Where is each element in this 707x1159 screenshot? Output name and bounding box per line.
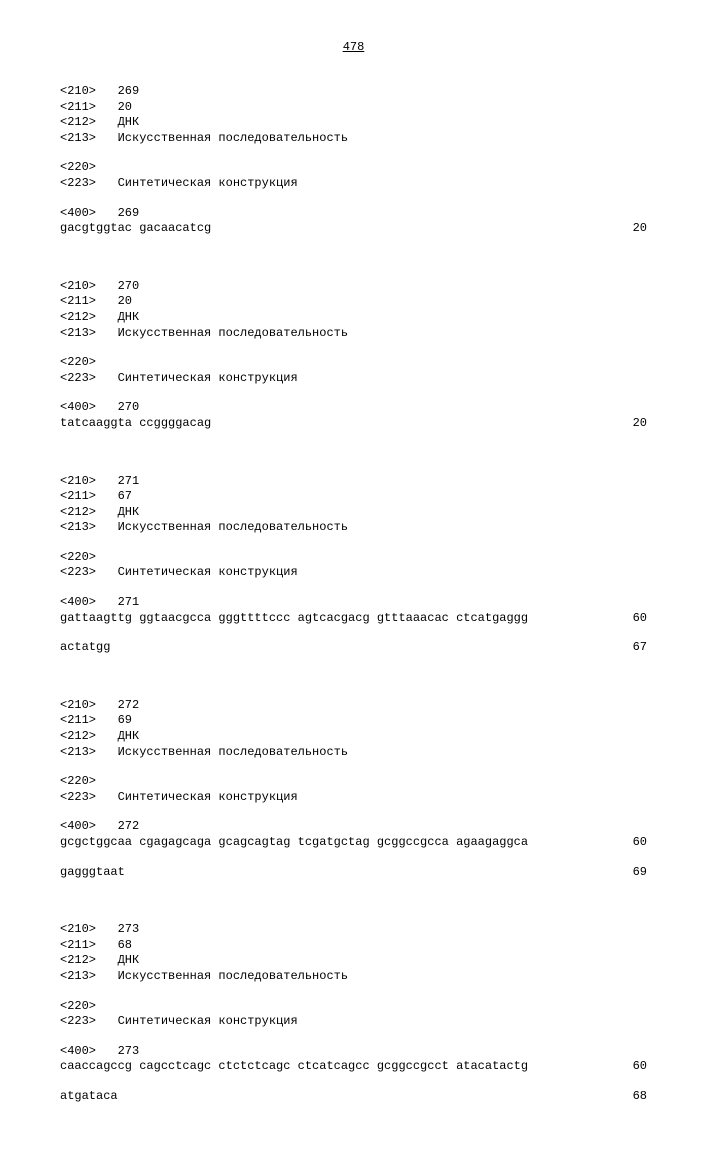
spacer bbox=[60, 251, 647, 279]
sequence-text: atgataca bbox=[60, 1089, 118, 1105]
sequence-count: 20 bbox=[613, 221, 647, 237]
tag-line: <212> ДНК bbox=[60, 729, 647, 745]
sequence-line: gagggtaat 69 bbox=[60, 865, 647, 881]
tag-line: <220> bbox=[60, 999, 647, 1015]
spacer bbox=[60, 446, 647, 474]
sequence-count: 69 bbox=[613, 865, 647, 881]
sequence-listing: <210> 269<211> 20<212> ДНК<213> Искусств… bbox=[60, 84, 647, 1105]
sequence-text: tatcaaggta ccggggacag bbox=[60, 416, 211, 432]
spacer bbox=[60, 146, 647, 160]
sequence-line: gattaagttg ggtaacgcca gggttttccc agtcacg… bbox=[60, 611, 647, 627]
tag-line: <213> Искусственная последовательность bbox=[60, 745, 647, 761]
sequence-text: caaccagccg cagcctcagc ctctctcagc ctcatca… bbox=[60, 1059, 528, 1075]
spacer bbox=[60, 1030, 647, 1044]
spacer bbox=[60, 851, 647, 865]
spacer bbox=[60, 626, 647, 640]
sequence-count: 60 bbox=[613, 611, 647, 627]
tag-line: <223> Синтетическая конструкция bbox=[60, 1014, 647, 1030]
tag-line: <400> 269 bbox=[60, 206, 647, 222]
sequence-count: 60 bbox=[613, 1059, 647, 1075]
tag-line: <212> ДНК bbox=[60, 310, 647, 326]
sequence-line: caaccagccg cagcctcagc ctctctcagc ctcatca… bbox=[60, 1059, 647, 1075]
sequence-line: tatcaaggta ccggggacag 20 bbox=[60, 416, 647, 432]
spacer bbox=[60, 670, 647, 698]
sequence-text: actatgg bbox=[60, 640, 110, 656]
tag-line: <212> ДНК bbox=[60, 115, 647, 131]
sequence-entry: <210> 271<211> 67<212> ДНК<213> Искусств… bbox=[60, 474, 647, 656]
tag-line: <210> 270 bbox=[60, 279, 647, 295]
sequence-entry: <210> 272<211> 69<212> ДНК<213> Искусств… bbox=[60, 698, 647, 880]
sequence-text: gacgtggtac gacaacatcg bbox=[60, 221, 211, 237]
sequence-text: gagggtaat bbox=[60, 865, 125, 881]
tag-line: <212> ДНК bbox=[60, 505, 647, 521]
spacer bbox=[60, 341, 647, 355]
sequence-text: gattaagttg ggtaacgcca gggttttccc agtcacg… bbox=[60, 611, 528, 627]
tag-line: <210> 269 bbox=[60, 84, 647, 100]
sequence-count: 20 bbox=[613, 416, 647, 432]
spacer bbox=[60, 581, 647, 595]
sequence-line: atgataca 68 bbox=[60, 1089, 647, 1105]
tag-line: <213> Искусственная последовательность bbox=[60, 131, 647, 147]
sequence-line: gcgctggcaa cgagagcaga gcagcagtag tcgatgc… bbox=[60, 835, 647, 851]
tag-line: <210> 271 bbox=[60, 474, 647, 490]
tag-line: <213> Искусственная последовательность bbox=[60, 326, 647, 342]
tag-line: <400> 271 bbox=[60, 595, 647, 611]
sequence-count: 68 bbox=[613, 1089, 647, 1105]
tag-line: <213> Искусственная последовательность bbox=[60, 969, 647, 985]
tag-line: <210> 272 bbox=[60, 698, 647, 714]
tag-line: <223> Синтетическая конструкция bbox=[60, 790, 647, 806]
tag-line: <212> ДНК bbox=[60, 953, 647, 969]
spacer bbox=[60, 985, 647, 999]
tag-line: <211> 67 bbox=[60, 489, 647, 505]
sequence-line: actatgg 67 bbox=[60, 640, 647, 656]
tag-line: <213> Искусственная последовательность bbox=[60, 520, 647, 536]
tag-line: <220> bbox=[60, 774, 647, 790]
spacer bbox=[60, 805, 647, 819]
tag-line: <220> bbox=[60, 355, 647, 371]
tag-line: <400> 270 bbox=[60, 400, 647, 416]
tag-line: <211> 20 bbox=[60, 100, 647, 116]
spacer bbox=[60, 192, 647, 206]
spacer bbox=[60, 386, 647, 400]
spacer bbox=[60, 894, 647, 922]
sequence-entry: <210> 269<211> 20<212> ДНК<213> Искусств… bbox=[60, 84, 647, 237]
tag-line: <220> bbox=[60, 550, 647, 566]
sequence-entry: <210> 273<211> 68<212> ДНК<213> Искусств… bbox=[60, 922, 647, 1104]
page-number: 478 bbox=[60, 40, 647, 54]
tag-line: <400> 273 bbox=[60, 1044, 647, 1060]
tag-line: <223> Синтетическая конструкция bbox=[60, 565, 647, 581]
tag-line: <211> 68 bbox=[60, 938, 647, 954]
tag-line: <210> 273 bbox=[60, 922, 647, 938]
tag-line: <211> 69 bbox=[60, 713, 647, 729]
sequence-line: gacgtggtac gacaacatcg 20 bbox=[60, 221, 647, 237]
spacer bbox=[60, 536, 647, 550]
sequence-entry: <210> 270<211> 20<212> ДНК<213> Искусств… bbox=[60, 279, 647, 432]
spacer bbox=[60, 1075, 647, 1089]
sequence-count: 67 bbox=[613, 640, 647, 656]
tag-line: <223> Синтетическая конструкция bbox=[60, 176, 647, 192]
spacer bbox=[60, 760, 647, 774]
tag-line: <220> bbox=[60, 160, 647, 176]
tag-line: <211> 20 bbox=[60, 294, 647, 310]
tag-line: <400> 272 bbox=[60, 819, 647, 835]
tag-line: <223> Синтетическая конструкция bbox=[60, 371, 647, 387]
sequence-text: gcgctggcaa cgagagcaga gcagcagtag tcgatgc… bbox=[60, 835, 528, 851]
sequence-count: 60 bbox=[613, 835, 647, 851]
